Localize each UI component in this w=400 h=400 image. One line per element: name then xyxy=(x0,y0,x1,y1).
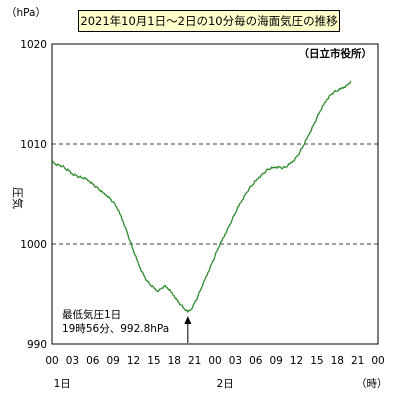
x-tick-label: 12 xyxy=(127,355,140,367)
x-tick-label: 06 xyxy=(249,355,263,367)
x-tick-label: 12 xyxy=(290,355,303,367)
x-tick-label: 21 xyxy=(351,355,364,367)
x-tick-label: 03 xyxy=(66,355,79,367)
arrow-head xyxy=(184,316,192,324)
annotation-line-1: 最低気圧1日 xyxy=(62,308,121,321)
x-tick-label: 09 xyxy=(106,355,119,367)
x-tick-label: 15 xyxy=(147,355,160,367)
y-unit-label: （hPa） xyxy=(6,7,46,19)
series-group xyxy=(51,80,352,313)
day-label: 1日 xyxy=(54,378,71,390)
plot-area xyxy=(51,43,379,345)
x-tick-label: 00 xyxy=(371,355,384,367)
annotation-line-2: 19時56分、992.8hPa xyxy=(62,323,169,335)
y-tick-label-990: 990 xyxy=(27,339,47,351)
y-axis-label: 圧気 xyxy=(11,187,25,209)
day-label: 2日 xyxy=(217,378,234,390)
y-tick-labels: 990 1000 1010 1020 xyxy=(20,39,47,351)
x-tick-label: 00 xyxy=(208,355,221,367)
y-tick-label-1000: 1000 xyxy=(20,239,47,251)
series-line-0 xyxy=(51,80,352,313)
x-tick-label: 06 xyxy=(86,355,100,367)
x-tick-labels: 00 03 06 09 12 15 18 21 00 03 06 09 12 15 18 21 00 1日 2日 xyxy=(45,355,384,390)
x-tick-label: 21 xyxy=(188,355,201,367)
y-tick-label-1020: 1020 xyxy=(20,39,47,51)
x-tick-label: 18 xyxy=(331,355,344,367)
station-label: （日立市役所） xyxy=(299,47,373,60)
x-unit-label: （時） xyxy=(356,378,388,390)
x-tick-label: 18 xyxy=(168,355,181,367)
chart-title: 2021年10月1日～2日の10分毎の海面気圧の推移 xyxy=(78,10,340,32)
x-tick-label: 09 xyxy=(269,355,282,367)
x-tick-label: 15 xyxy=(310,355,323,367)
x-tick-label: 00 xyxy=(45,355,58,367)
minimum-arrow xyxy=(184,316,192,343)
x-tick-label: 03 xyxy=(229,355,242,367)
y-tick-label-1010: 1010 xyxy=(20,139,47,151)
grid-lines xyxy=(52,143,378,245)
